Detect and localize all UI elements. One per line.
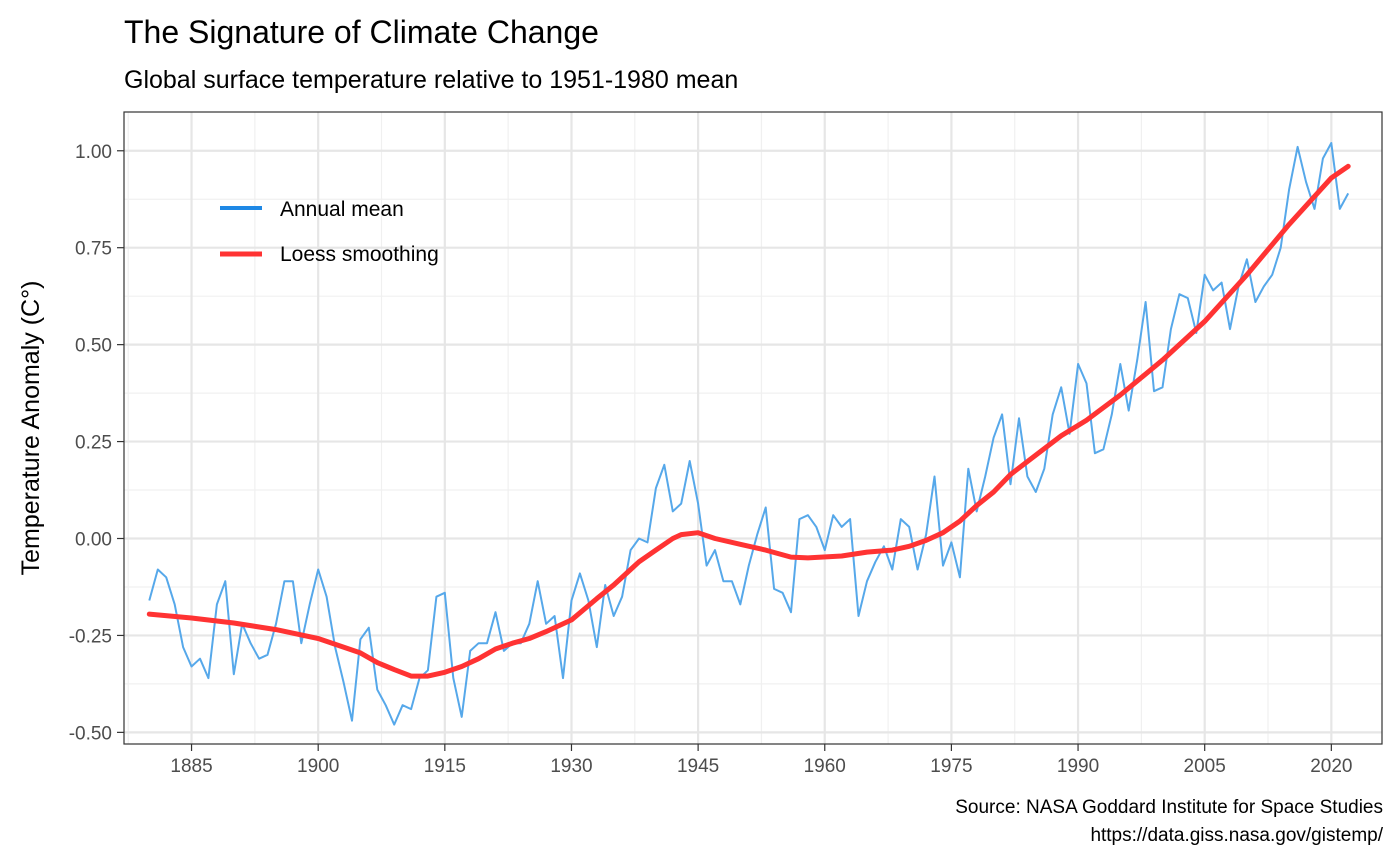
x-tick-label: 1900 — [297, 756, 339, 777]
y-tick-label: -0.25 — [69, 626, 112, 647]
caption-url: https://data.giss.nasa.gov/gistemp/ — [1090, 825, 1383, 846]
annual-mean-line — [148, 142, 1350, 726]
x-tick-label: 1930 — [550, 756, 592, 777]
x-tick-label: 1960 — [804, 756, 846, 777]
x-tick-label: 1975 — [930, 756, 972, 777]
chart-subtitle: Global surface temperature relative to 1… — [124, 66, 738, 94]
loess-smoothing-line — [146, 163, 1351, 679]
x-tick-label: 1915 — [424, 756, 466, 777]
y-axis: -0.50 -0.25 0.00 0.25 0.50 0.75 1.00 — [69, 142, 124, 744]
y-tick-label: 0.25 — [75, 433, 112, 454]
major-gridlines — [124, 112, 1382, 744]
y-tick-label: 1.00 — [75, 142, 112, 163]
x-tick-label: 1990 — [1057, 756, 1099, 777]
y-axis-title: Temperature Anomaly (C°) — [17, 281, 45, 576]
chart-title: The Signature of Climate Change — [124, 14, 599, 50]
y-tick-label: 0.75 — [75, 239, 112, 260]
caption-source: Source: NASA Goddard Institute for Space… — [955, 797, 1383, 818]
y-tick-label: 0.00 — [75, 530, 112, 551]
x-tick-label: 1945 — [677, 756, 719, 777]
x-axis: 1885 1900 1915 1930 1945 1960 1975 1990 2005 2020 — [170, 744, 1352, 777]
x-tick-label: 2005 — [1184, 756, 1226, 777]
minor-gridlines — [124, 112, 1382, 744]
plot-panel-border — [123, 111, 1383, 745]
x-tick-label: 2020 — [1310, 756, 1352, 777]
legend-label-annual: Annual mean — [280, 198, 404, 221]
y-tick-label: -0.50 — [69, 723, 112, 744]
y-tick-label: 0.50 — [75, 336, 112, 357]
legend: Annual mean Loess smoothing — [220, 198, 439, 266]
legend-label-loess: Loess smoothing — [280, 243, 439, 266]
x-tick-label: 1885 — [170, 756, 212, 777]
